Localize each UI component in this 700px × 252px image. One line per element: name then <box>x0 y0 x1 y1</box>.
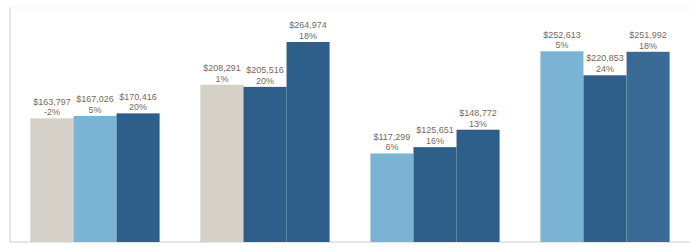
bar <box>370 153 413 242</box>
bar <box>287 42 330 242</box>
bar <box>73 116 116 242</box>
data-label: $148,77213% <box>459 108 497 129</box>
bar <box>627 52 670 242</box>
y-axis-line <box>10 8 11 242</box>
data-label: $117,2996% <box>373 132 410 153</box>
data-label: $252,6135% <box>543 30 581 51</box>
data-label: $170,41620% <box>119 92 157 113</box>
data-label: $205,51620% <box>246 65 284 86</box>
data-label: $167,0265% <box>76 94 114 115</box>
data-label: $208,2911% <box>203 63 241 84</box>
bar <box>200 85 243 242</box>
bar <box>540 51 583 242</box>
bar <box>117 113 160 242</box>
data-label: $251,99218% <box>629 30 667 51</box>
bar <box>30 118 73 242</box>
data-labels: $163,797-2%$167,0265%$170,41620% $208,291… <box>33 20 667 152</box>
bars <box>30 42 669 242</box>
data-label: $264,97418% <box>289 20 327 41</box>
bar <box>413 147 456 242</box>
bar <box>243 87 286 242</box>
chart-container: $163,797-2%$167,0265%$170,41620% $208,291… <box>0 0 700 252</box>
data-label: $125,65116% <box>416 125 454 146</box>
chart: $163,797-2%$167,0265%$170,41620% $208,291… <box>0 0 700 252</box>
range-top-line <box>10 8 690 9</box>
bar <box>457 130 500 242</box>
data-label: $220,85324% <box>586 53 624 74</box>
bar <box>583 75 626 242</box>
data-label: $163,797-2% <box>33 97 71 118</box>
